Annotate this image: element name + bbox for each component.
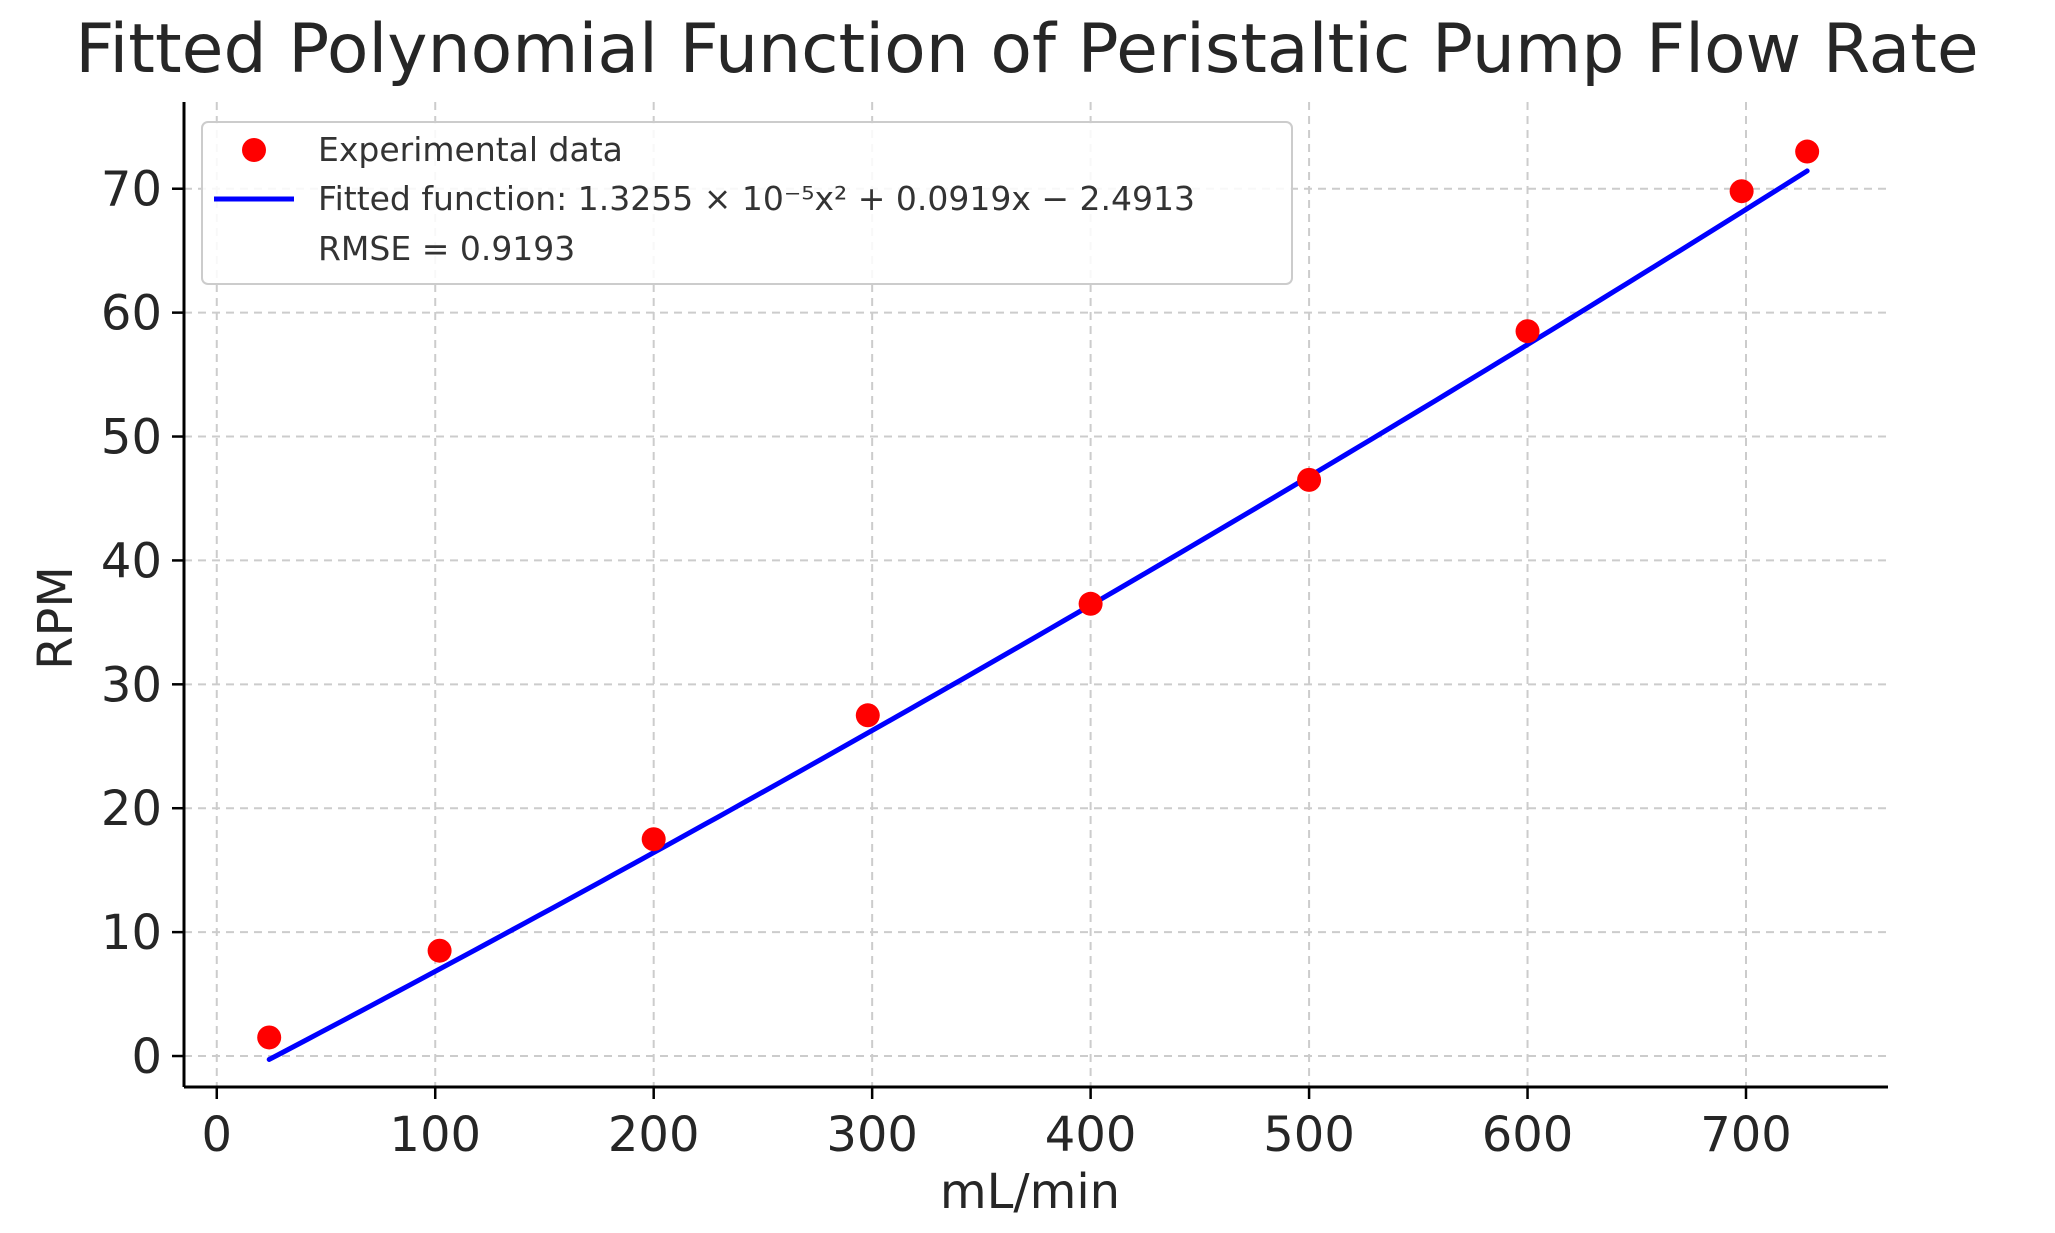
experimental-data-point	[427, 938, 452, 963]
y-tick-label: 70	[101, 162, 162, 218]
experimental-data-point	[257, 1025, 282, 1050]
experimental-data-point	[1795, 139, 1820, 164]
legend-label-rmse: RMSE = 0.9193	[318, 229, 575, 268]
y-tick-label: 0	[131, 1029, 162, 1085]
experimental-data-point	[855, 703, 880, 728]
x-tick-label: 600	[1482, 1107, 1574, 1163]
experimental-data-point	[1729, 179, 1754, 204]
y-tick-label: 20	[101, 781, 162, 837]
ticks-layer: 0 100 200 300 400 500 600 700 0 10 20 30 40 50 60 70	[101, 162, 1792, 1163]
data-points-layer	[257, 139, 1820, 1050]
chart-title: Fitted Polynomial Function of Peristalti…	[75, 10, 1979, 89]
x-tick-label: 300	[826, 1107, 918, 1163]
x-axis-label: mL/min	[940, 1164, 1120, 1220]
legend-frame	[201, 121, 1293, 285]
legend-label-fitted-function: Fitted function: 1.3255 × 10⁻⁵x² + 0.091…	[318, 179, 1195, 218]
y-tick-label: 60	[101, 286, 162, 342]
y-tick-label: 30	[101, 657, 162, 713]
x-tick-label: 100	[389, 1107, 481, 1163]
experimental-data-point	[1515, 319, 1540, 344]
y-tick-label: 50	[101, 410, 162, 466]
experimental-data-point	[1297, 467, 1322, 492]
experimental-data-point	[641, 827, 666, 852]
axes-layer	[182, 102, 1888, 1089]
fit-line-layer	[266, 168, 1810, 1062]
grid-layer	[184, 102, 1888, 1087]
x-tick-label: 700	[1700, 1107, 1792, 1163]
y-tick-label: 10	[101, 905, 162, 961]
legend-marker-experimental-data	[242, 138, 266, 162]
fitted-function-line	[266, 168, 1810, 1062]
x-tick-label: 400	[1045, 1107, 1137, 1163]
y-axis-label: RPM	[28, 566, 84, 670]
legend-label-experimental-data: Experimental data	[318, 130, 623, 169]
y-tick-label: 40	[101, 533, 162, 589]
experimental-data-point	[1078, 591, 1103, 616]
legend: Experimental data Fitted function: 1.325…	[201, 121, 1293, 285]
x-tick-label: 500	[1263, 1107, 1355, 1163]
x-tick-label: 0	[201, 1107, 232, 1163]
x-tick-label: 200	[608, 1107, 700, 1163]
